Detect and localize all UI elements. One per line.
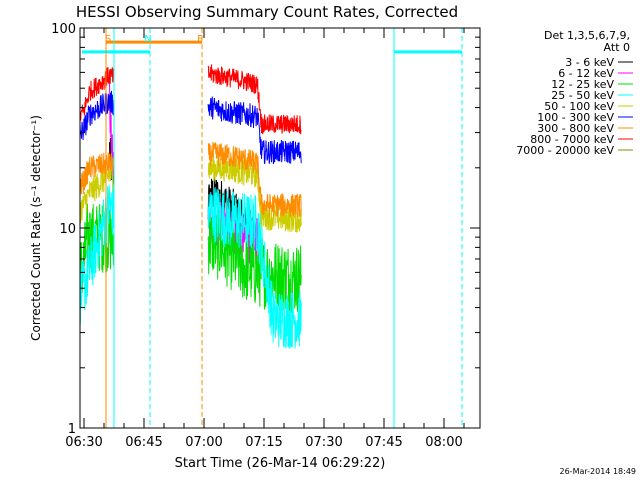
y-tick-label-10: 10 bbox=[59, 222, 76, 237]
chart-title: HESSI Observing Summary Count Rates, Cor… bbox=[76, 3, 458, 21]
annotation-s: S bbox=[105, 34, 111, 45]
x-tick-label: 06:30 bbox=[65, 435, 102, 450]
x-tick-label: 07:00 bbox=[185, 435, 222, 450]
y-tick-label-1: 1 bbox=[68, 422, 76, 437]
series-line-7 bbox=[79, 64, 302, 135]
x-axis-label: Start Time (26-Mar-14 06:29:22) bbox=[175, 456, 386, 471]
plot-area: S N F 1 10 100 06:30 06:45 07:00 07:15 07:30 07:45 0… bbox=[51, 22, 481, 450]
x-tick-label: 08:00 bbox=[425, 435, 462, 450]
series-line-2 bbox=[79, 202, 302, 314]
y-axis-label: Corrected Count Rate (s⁻¹ detector⁻¹) bbox=[29, 115, 43, 341]
x-tick-label: 07:45 bbox=[365, 435, 402, 450]
x-tick-label: 06:45 bbox=[125, 435, 162, 450]
legend-label-7: 800 - 7000 keV bbox=[530, 133, 614, 146]
series-line-3 bbox=[79, 184, 302, 349]
timestamp: 26-Mar-2014 18:49 bbox=[560, 467, 637, 476]
legend-label-0: 3 - 6 keV bbox=[565, 56, 614, 69]
series-line-4 bbox=[79, 154, 302, 233]
annotation-f: F bbox=[197, 34, 203, 45]
annotation-n: N bbox=[144, 34, 151, 45]
legend-label-2: 12 - 25 keV bbox=[551, 78, 614, 91]
legend-label-6: 300 - 800 keV bbox=[537, 122, 614, 135]
x-tick-label: 07:30 bbox=[305, 435, 342, 450]
legend-label-1: 6 - 12 keV bbox=[558, 67, 614, 80]
series-line-6 bbox=[79, 141, 302, 218]
x-tick-label: 07:15 bbox=[245, 435, 282, 450]
y-tick-label-100: 100 bbox=[51, 22, 76, 37]
legend-title-line-2: Att 0 bbox=[604, 41, 630, 54]
legend-title-line-1: Det 1,3,5,6,7,9, bbox=[544, 29, 630, 42]
legend-label-4: 50 - 100 keV bbox=[544, 100, 614, 113]
legend-label-8: 7000 - 20000 keV bbox=[516, 144, 614, 157]
series-line-5 bbox=[79, 90, 302, 165]
legend-label-3: 25 - 50 keV bbox=[551, 89, 614, 102]
legend-label-5: 100 - 300 keV bbox=[537, 111, 614, 124]
plot-frame bbox=[79, 27, 481, 429]
